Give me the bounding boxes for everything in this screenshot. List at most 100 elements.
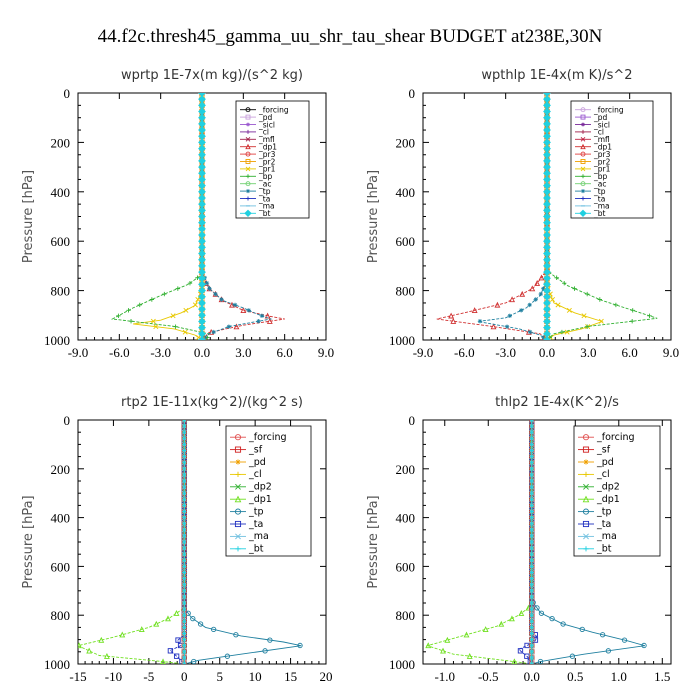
x-tick-label: -6.0 (109, 345, 130, 360)
data-point (182, 558, 187, 563)
legend-marker (583, 546, 589, 552)
legend-marker (234, 446, 242, 453)
data-point (182, 436, 187, 441)
legend-entry: _ma (596, 531, 617, 542)
legend-marker (579, 209, 587, 218)
legend-marker (580, 151, 586, 157)
legend-marker (580, 136, 586, 142)
data-point (569, 653, 576, 659)
data-point (599, 632, 606, 638)
data-point (529, 420, 534, 423)
legend-marker (246, 189, 250, 194)
legend-marker (245, 166, 251, 172)
data-point (440, 647, 446, 654)
data-point (191, 658, 197, 664)
data-point (529, 552, 534, 557)
data-point (450, 318, 457, 324)
x-tick-label: 1.0 (611, 669, 627, 684)
legend-marker (581, 174, 585, 179)
legend-marker (244, 209, 252, 218)
legend-marker (582, 446, 590, 453)
legend-marker (581, 129, 585, 134)
y-tick-label: 600 (396, 559, 416, 574)
legend-entry: _ta (593, 194, 605, 203)
legend-entry: _dp1 (258, 143, 277, 152)
legend-marker (246, 174, 250, 179)
data-point (529, 285, 536, 292)
data-point (529, 588, 534, 593)
data-point (182, 552, 187, 557)
data-point (233, 323, 240, 330)
data-point (529, 509, 534, 514)
data-point (182, 503, 187, 508)
data-point (162, 291, 167, 297)
data-point (641, 642, 647, 649)
series-line-bp (110, 93, 210, 340)
legend-entry: _tp (248, 506, 264, 517)
data-point (202, 335, 207, 340)
x-tick-label: 20 (320, 669, 333, 684)
legend-entry: _pr2 (593, 157, 611, 166)
data-point (182, 442, 187, 447)
data-point (98, 636, 105, 643)
legend-marker (583, 483, 589, 490)
chart-panel-2: wpthlp 1E-4x(m K)/s^2 Pressure [hPa] -9.0 -… (366, 68, 679, 360)
data-point (182, 631, 187, 636)
data-point (153, 324, 159, 330)
legend-entry: _dp1 (593, 143, 612, 152)
data-point (511, 658, 518, 664)
legend-entry: _mfl (593, 135, 610, 144)
data-point (598, 318, 604, 324)
data-point (78, 642, 82, 649)
data-point (538, 291, 543, 297)
data-point (182, 625, 187, 630)
data-point (647, 313, 652, 318)
data-point (524, 653, 530, 659)
data-point (529, 466, 534, 471)
x-tick-label: -9.0 (413, 345, 434, 360)
data-point (529, 643, 534, 648)
series-layer (425, 420, 647, 664)
y-tick-label: 1000 (389, 333, 415, 348)
legend-entry: _bt (248, 544, 264, 555)
legend-marker (583, 459, 589, 465)
legend: _forcing_sf _pd_cl _dp2_dp1_tp _ta_ma _bt (225, 425, 312, 557)
data-point (182, 539, 187, 545)
y-tick-label: 400 (396, 511, 416, 526)
data-point (182, 545, 187, 551)
chart-title: wprtp 1E-7x(m kg)/(s^2 kg) (121, 68, 303, 83)
data-point (256, 319, 261, 324)
data-point (182, 637, 187, 642)
legend: _forcing_sf _pd_cl _dp2_dp1_tp _ta_ma _bt (573, 425, 661, 557)
data-point (182, 329, 188, 335)
legend-marker (581, 122, 585, 127)
data-point (182, 594, 187, 600)
legend-entry: _tp (258, 187, 271, 196)
y-tick-label: 800 (396, 608, 416, 623)
data-point (182, 423, 187, 429)
x-tick-label: -10 (105, 669, 122, 684)
data-point (150, 318, 156, 324)
chart-panel-4: thlp2 1E-4x(K^2)/s Pressure [hPa] -1.0 -0.5… (366, 395, 672, 684)
data-point (471, 307, 478, 314)
data-point (165, 615, 171, 622)
data-point (226, 324, 232, 329)
legend-marker (583, 471, 589, 477)
data-point (538, 610, 545, 616)
data-point (183, 307, 189, 313)
data-point (529, 491, 534, 496)
y-tick-label: 0 (409, 86, 416, 101)
data-point (529, 442, 534, 447)
data-point (187, 280, 193, 286)
data-point (529, 655, 534, 661)
data-point (182, 420, 187, 423)
data-point (182, 460, 187, 465)
data-point (182, 533, 187, 539)
legend-entry: _cl (248, 469, 262, 480)
x-tick-label: 0.0 (539, 345, 555, 360)
legend-entry: _dp1 (596, 494, 620, 505)
series-line-tp (531, 420, 646, 664)
data-point (197, 621, 204, 627)
data-point (182, 497, 187, 502)
data-point (504, 324, 510, 329)
